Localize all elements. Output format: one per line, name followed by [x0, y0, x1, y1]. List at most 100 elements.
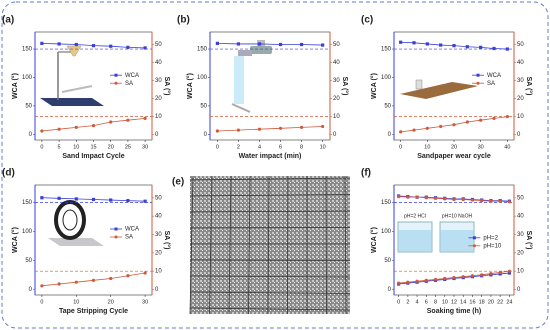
inset-tape	[48, 200, 104, 246]
legend-label: WCA	[487, 73, 501, 79]
point	[505, 47, 509, 51]
y-tick-label: 0	[204, 132, 208, 138]
y2-tick-label: 0	[155, 287, 159, 293]
point	[321, 124, 325, 129]
point	[299, 42, 304, 47]
x-axis-label: Tape Stripping Cycle	[59, 308, 128, 315]
y-tick-label: 150	[381, 47, 392, 53]
x-axis-label: Soaking time (h)	[427, 308, 481, 315]
point	[492, 116, 496, 120]
point	[143, 271, 147, 275]
y-tick-label: 50	[384, 103, 391, 109]
legend-marker	[476, 73, 480, 77]
x-tick-label: 20	[451, 144, 457, 150]
point	[470, 198, 475, 202]
mesh-line	[325, 175, 327, 315]
mesh-line	[189, 307, 351, 311]
point	[492, 46, 496, 51]
x-tick-label: 14	[460, 299, 466, 305]
plot-frame	[34, 31, 153, 141]
point	[278, 126, 283, 130]
y2-tick-label: 50	[155, 42, 162, 48]
y2-tick-label: 0	[517, 132, 521, 138]
mesh-line	[189, 259, 351, 261]
y2-tick-label: 30	[155, 232, 162, 238]
point	[424, 196, 428, 200]
point	[415, 279, 419, 283]
point	[397, 281, 401, 285]
point	[57, 127, 61, 131]
point	[439, 43, 443, 47]
y2-tick-label: 10	[517, 114, 524, 120]
point	[74, 42, 78, 47]
point	[452, 123, 456, 127]
x-tick-label: 20	[488, 299, 494, 305]
legend-label: WCA	[125, 227, 139, 233]
y2-axis-label: SA (°)	[341, 77, 349, 96]
point	[257, 127, 262, 131]
y-tick-label: 100	[197, 75, 208, 81]
legend-marker	[114, 73, 118, 77]
legend-label: SA	[125, 235, 133, 241]
y-tick-label: 50	[25, 258, 32, 264]
point	[40, 129, 44, 133]
y-axis-label: WCA (°)	[11, 73, 19, 99]
y2-tick-label: 40	[333, 60, 340, 66]
x-tick-label: 30	[142, 299, 148, 305]
x-tick-label: 0	[216, 144, 219, 150]
x-tick-label: 0	[40, 299, 43, 305]
legend-marker	[114, 235, 118, 239]
y2-tick-label: 40	[155, 60, 162, 66]
y2-axis-label: SA (°)	[525, 231, 533, 250]
y2-tick-label: 0	[517, 287, 521, 293]
mesh-line	[189, 194, 351, 197]
point	[40, 196, 44, 200]
x-tick-label: 40	[504, 144, 510, 150]
point	[57, 282, 61, 286]
point	[91, 278, 96, 282]
y-tick-label: 0	[29, 132, 33, 138]
y2-tick-label: 30	[517, 78, 524, 84]
point	[479, 118, 483, 122]
y2-tick-label: 30	[155, 78, 162, 84]
x-tick-label: 15	[90, 144, 96, 150]
y2-tick-label: 10	[155, 114, 162, 120]
x-tick-label: 20	[108, 144, 114, 150]
point	[452, 197, 456, 202]
y2-tick-label: 40	[155, 214, 162, 220]
micrograph	[189, 175, 351, 315]
series-line	[217, 126, 323, 132]
y2-tick-label: 50	[333, 42, 340, 48]
x-axis-label: Sand Impact Cycle	[62, 153, 124, 160]
point	[452, 44, 456, 48]
legend-label: SA	[125, 81, 133, 87]
y-tick-label: 50	[200, 103, 207, 109]
x-tick-label: 2	[406, 299, 409, 305]
x-tick-label: 6	[425, 299, 428, 305]
x-tick-label: 5	[58, 144, 61, 150]
mesh-line	[228, 175, 232, 315]
x-tick-label: 10	[320, 144, 326, 150]
point	[126, 45, 130, 49]
y-tick-label: 50	[25, 103, 32, 109]
point	[425, 126, 429, 130]
point	[57, 42, 61, 46]
y-tick-label: 150	[22, 200, 33, 206]
point	[470, 274, 475, 278]
inset-faucet	[231, 40, 272, 113]
y2-tick-label: 20	[517, 96, 524, 102]
point	[299, 125, 304, 129]
point	[433, 277, 438, 282]
point	[452, 275, 456, 280]
point	[443, 197, 447, 201]
x-axis-label: Sandpaper wear cycle	[417, 153, 491, 160]
point	[399, 40, 403, 44]
mesh-line	[287, 175, 289, 315]
y2-tick-label: 10	[155, 269, 162, 275]
point	[480, 199, 484, 203]
point	[397, 194, 401, 199]
point	[415, 195, 419, 199]
inset-label: pH=10 NaOH	[442, 213, 473, 219]
mesh-line	[189, 177, 351, 181]
